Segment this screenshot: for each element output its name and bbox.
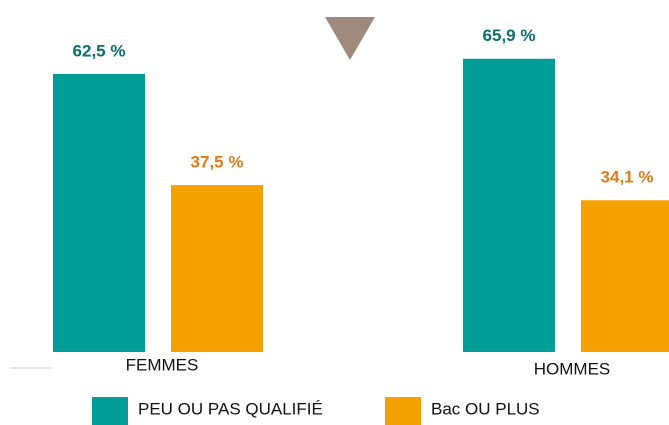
bar xyxy=(171,185,263,352)
decoration xyxy=(325,17,375,60)
value-label: 62,5 % xyxy=(73,41,126,60)
bar xyxy=(53,73,145,352)
legend-swatch xyxy=(92,397,128,425)
bar xyxy=(463,58,555,353)
x-tick-label: HOMMES xyxy=(534,359,611,378)
value-label: 34,1 % xyxy=(601,168,654,187)
value-label: 65,9 % xyxy=(483,26,536,45)
x-tick-label: FEMMES xyxy=(126,355,199,374)
bar xyxy=(581,200,669,352)
legend-label: Bac OU PLUS xyxy=(431,399,540,418)
legend-swatch xyxy=(385,397,421,425)
value-label: 37,5 % xyxy=(191,153,244,172)
legend-label: PEU OU PAS QUALIFIÉ xyxy=(138,399,323,418)
